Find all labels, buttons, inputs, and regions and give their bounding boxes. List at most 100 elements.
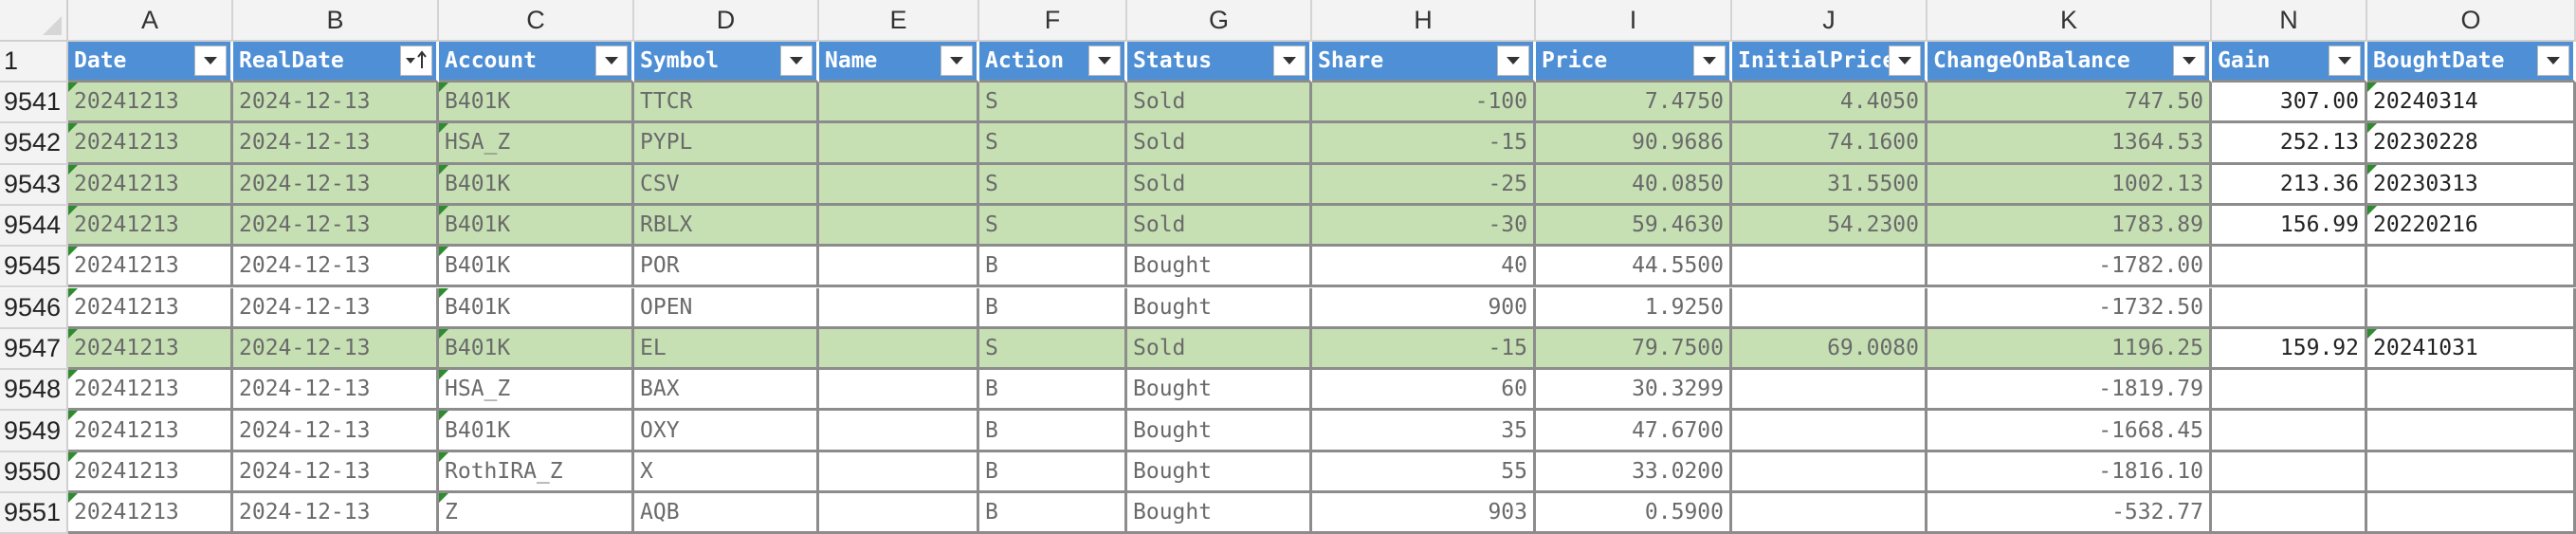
table-cell-action[interactable]: B xyxy=(979,411,1127,452)
table-cell-status[interactable]: Sold xyxy=(1127,328,1312,371)
table-cell-symbol[interactable]: PYPL xyxy=(634,123,819,165)
table-cell-account[interactable]: B401K xyxy=(439,83,634,124)
table-cell-date[interactable]: 20241213 xyxy=(68,83,233,124)
table-cell-changeonbalance[interactable]: 1783.89 xyxy=(1927,205,2212,248)
table-cell-account[interactable]: B401K xyxy=(439,411,634,452)
row-header[interactable]: 9547 xyxy=(0,328,68,371)
table-cell-share[interactable]: 60 xyxy=(1312,370,1536,412)
table-cell-account[interactable]: B401K xyxy=(439,164,634,206)
table-cell-gain[interactable] xyxy=(2212,287,2367,329)
table-cell-account[interactable]: HSA_Z xyxy=(439,370,634,412)
table-cell-initialprice[interactable] xyxy=(1732,411,1927,452)
table-cell-gain[interactable]: 159.92 xyxy=(2212,328,2367,371)
column-header-g[interactable]: G xyxy=(1127,0,1312,42)
table-cell-status[interactable]: Bought xyxy=(1127,493,1312,534)
filter-dropdown-button[interactable] xyxy=(2329,46,2361,76)
row-header[interactable]: 9541 xyxy=(0,83,68,124)
filter-dropdown-button[interactable] xyxy=(400,46,432,76)
table-cell-gain[interactable]: 307.00 xyxy=(2212,83,2367,124)
table-cell-date[interactable]: 20241213 xyxy=(68,493,233,534)
column-header-c[interactable]: C xyxy=(439,0,634,42)
table-cell-date[interactable]: 20241213 xyxy=(68,123,233,165)
table-cell-gain[interactable]: 213.36 xyxy=(2212,164,2367,206)
table-cell-action[interactable]: B xyxy=(979,493,1127,534)
filter-dropdown-button[interactable] xyxy=(1889,46,1921,76)
table-cell-price[interactable]: 90.9686 xyxy=(1536,123,1732,165)
table-cell-account[interactable]: B401K xyxy=(439,247,634,288)
table-cell-initialprice[interactable] xyxy=(1732,451,1927,493)
table-cell-status[interactable]: Sold xyxy=(1127,205,1312,248)
filter-dropdown-button[interactable] xyxy=(1273,46,1306,76)
table-cell-price[interactable]: 79.7500 xyxy=(1536,328,1732,371)
column-header-e[interactable]: E xyxy=(819,0,979,42)
row-header-1[interactable]: 1 xyxy=(0,42,68,83)
row-header[interactable]: 9549 xyxy=(0,411,68,452)
table-cell-symbol[interactable]: OXY xyxy=(634,411,819,452)
table-cell-action[interactable]: B xyxy=(979,451,1127,493)
filter-dropdown-button[interactable] xyxy=(2537,46,2569,76)
table-cell-price[interactable]: 1.9250 xyxy=(1536,287,1732,329)
table-cell-changeonbalance[interactable]: -1816.10 xyxy=(1927,451,2212,493)
filter-dropdown-button[interactable] xyxy=(941,46,973,76)
column-header-h[interactable]: H xyxy=(1312,0,1536,42)
table-cell-boughtdate[interactable] xyxy=(2367,287,2576,329)
table-cell-realdate[interactable]: 2024-12-13 xyxy=(233,493,439,534)
table-cell-realdate[interactable]: 2024-12-13 xyxy=(233,164,439,206)
table-cell-symbol[interactable]: RBLX xyxy=(634,205,819,248)
table-cell-share[interactable]: -30 xyxy=(1312,205,1536,248)
column-header-d[interactable]: D xyxy=(634,0,819,42)
table-cell-symbol[interactable]: EL xyxy=(634,328,819,371)
table-cell-account[interactable]: HSA_Z xyxy=(439,123,634,165)
table-cell-gain[interactable] xyxy=(2212,493,2367,534)
table-cell-initialprice[interactable]: 69.0080 xyxy=(1732,328,1927,371)
table-cell-action[interactable]: S xyxy=(979,164,1127,206)
table-cell-share[interactable]: 903 xyxy=(1312,493,1536,534)
table-cell-action[interactable]: S xyxy=(979,205,1127,248)
table-cell-name[interactable] xyxy=(819,123,979,165)
table-cell-changeonbalance[interactable]: -1732.50 xyxy=(1927,287,2212,329)
filter-dropdown-button[interactable] xyxy=(1497,46,1529,76)
table-cell-realdate[interactable]: 2024-12-13 xyxy=(233,411,439,452)
column-header-o[interactable]: O xyxy=(2367,0,2576,42)
row-header[interactable]: 9544 xyxy=(0,205,68,248)
table-cell-changeonbalance[interactable]: -1668.45 xyxy=(1927,411,2212,452)
table-cell-price[interactable]: 33.0200 xyxy=(1536,451,1732,493)
table-cell-action[interactable]: S xyxy=(979,83,1127,124)
row-header[interactable]: 9548 xyxy=(0,370,68,412)
table-cell-action[interactable]: S xyxy=(979,328,1127,371)
table-cell-action[interactable]: B xyxy=(979,287,1127,329)
row-header[interactable]: 9550 xyxy=(0,451,68,493)
filter-dropdown-button[interactable] xyxy=(1693,46,1726,76)
table-cell-price[interactable]: 7.4750 xyxy=(1536,83,1732,124)
table-cell-name[interactable] xyxy=(819,451,979,493)
table-cell-account[interactable]: B401K xyxy=(439,287,634,329)
row-header[interactable]: 9545 xyxy=(0,247,68,288)
table-cell-boughtdate[interactable]: 20230228 xyxy=(2367,123,2576,165)
table-cell-realdate[interactable]: 2024-12-13 xyxy=(233,370,439,412)
table-cell-account[interactable]: B401K xyxy=(439,328,634,371)
table-cell-boughtdate[interactable]: 20220216 xyxy=(2367,205,2576,248)
table-cell-initialprice[interactable] xyxy=(1732,287,1927,329)
row-header[interactable]: 9543 xyxy=(0,164,68,206)
table-cell-symbol[interactable]: X xyxy=(634,451,819,493)
table-cell-initialprice[interactable]: 4.4050 xyxy=(1732,83,1927,124)
filter-dropdown-button[interactable] xyxy=(780,46,813,76)
table-cell-realdate[interactable]: 2024-12-13 xyxy=(233,247,439,288)
table-cell-boughtdate[interactable] xyxy=(2367,451,2576,493)
filter-dropdown-button[interactable] xyxy=(595,46,628,76)
table-cell-changeonbalance[interactable]: 1196.25 xyxy=(1927,328,2212,371)
table-cell-initialprice[interactable] xyxy=(1732,493,1927,534)
table-cell-date[interactable]: 20241213 xyxy=(68,328,233,371)
column-header-b[interactable]: B xyxy=(233,0,439,42)
table-cell-realdate[interactable]: 2024-12-13 xyxy=(233,451,439,493)
table-cell-share[interactable]: 35 xyxy=(1312,411,1536,452)
table-cell-status[interactable]: Bought xyxy=(1127,451,1312,493)
row-header[interactable]: 9551 xyxy=(0,493,68,534)
column-header-a[interactable]: A xyxy=(68,0,233,42)
table-cell-gain[interactable] xyxy=(2212,451,2367,493)
column-header-n[interactable]: N xyxy=(2212,0,2367,42)
table-cell-share[interactable]: -25 xyxy=(1312,164,1536,206)
table-cell-gain[interactable]: 156.99 xyxy=(2212,205,2367,248)
table-cell-boughtdate[interactable]: 20240314 xyxy=(2367,83,2576,124)
table-cell-realdate[interactable]: 2024-12-13 xyxy=(233,205,439,248)
